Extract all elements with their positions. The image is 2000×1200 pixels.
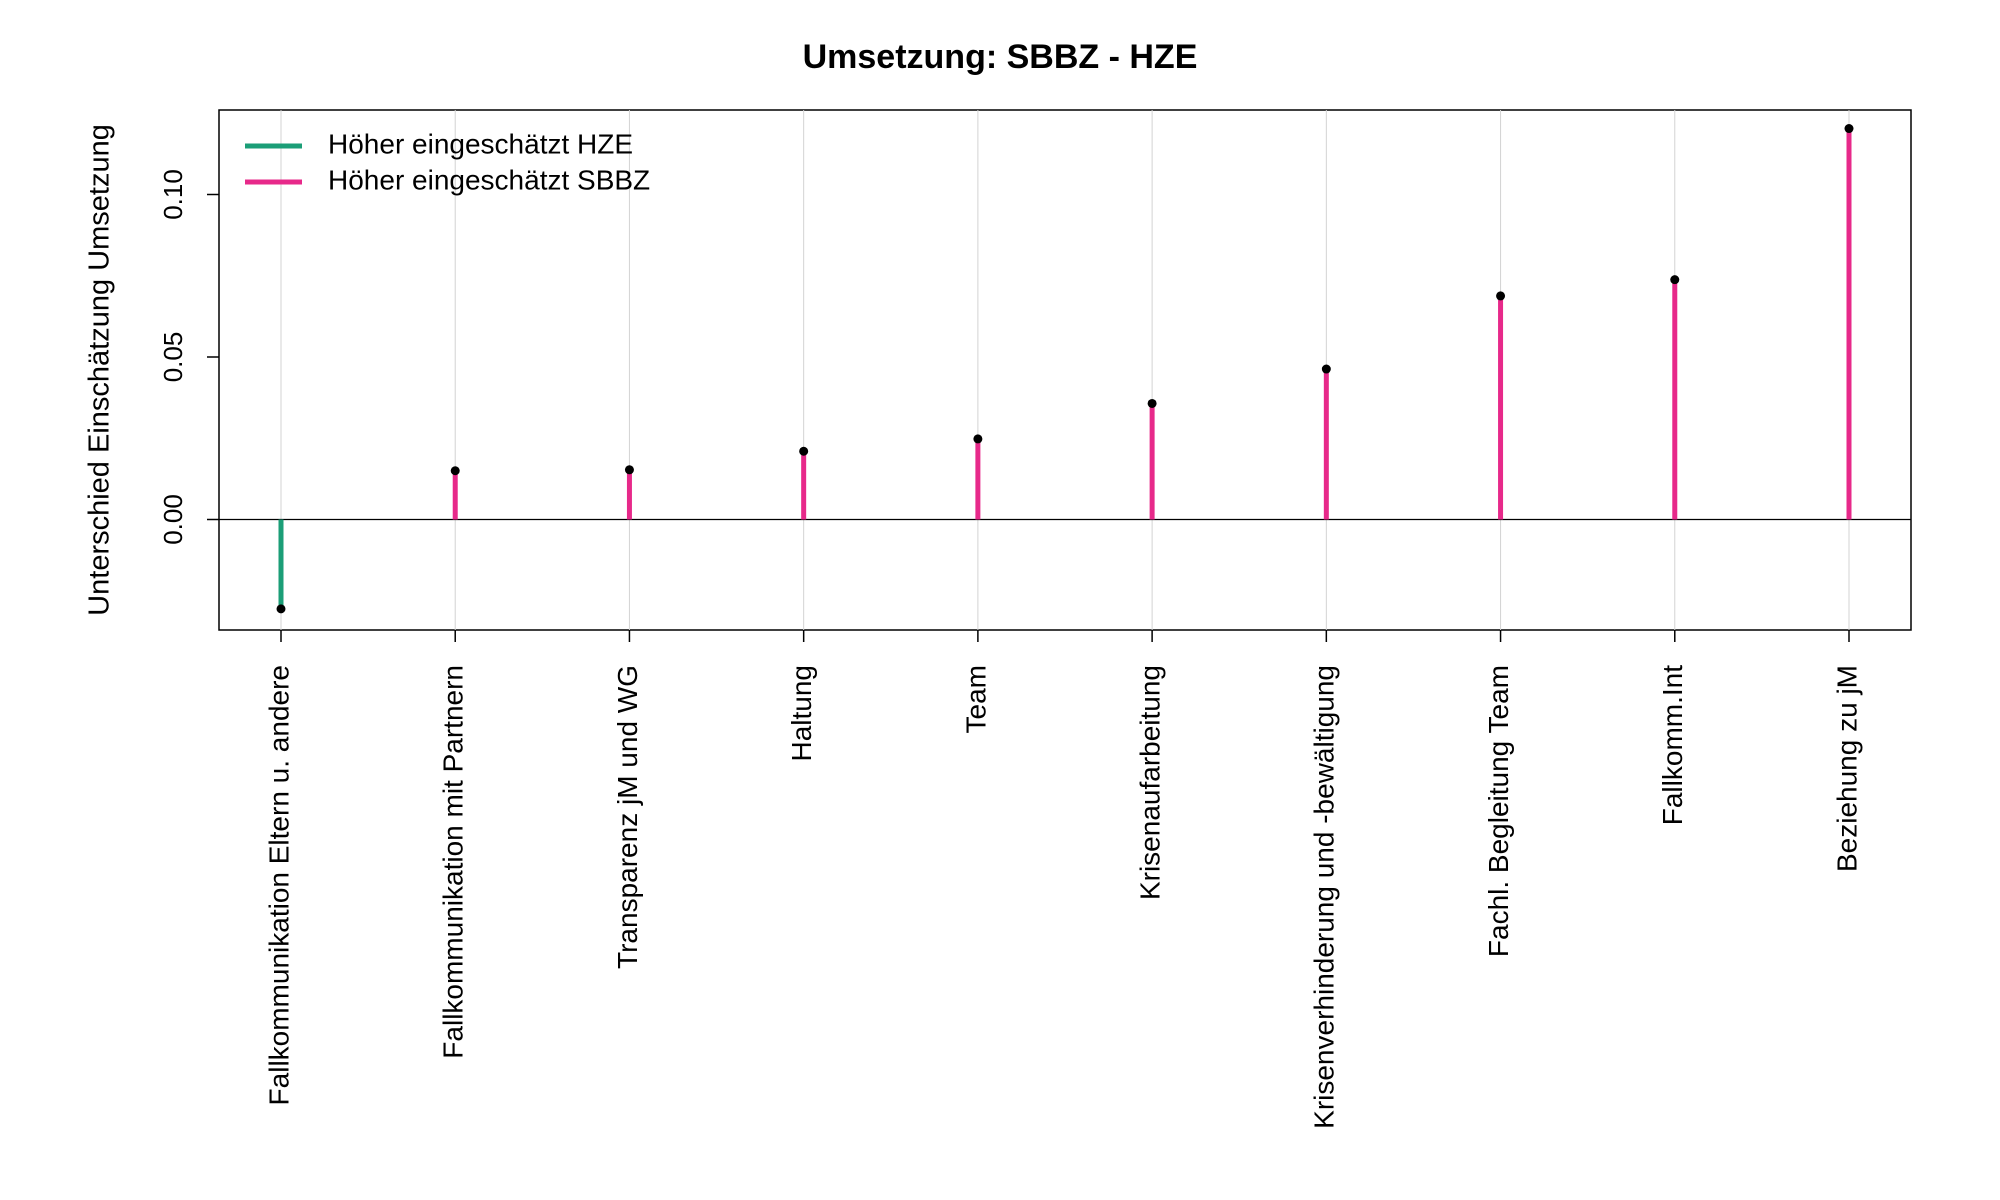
- chart-title: Umsetzung: SBBZ - HZE: [803, 38, 1198, 76]
- x-tick-label: Krisenverhinderung und -bewältigung: [1309, 665, 1340, 1129]
- point-7: [1321, 364, 1331, 374]
- legend: Höher eingeschätzt HZE Höher eingeschätzt…: [245, 128, 650, 195]
- x-tick-label: Krisenaufarbeitung: [1135, 665, 1166, 900]
- y-axis: 0.00 0.05 0.10: [158, 169, 219, 545]
- points: [276, 124, 1854, 614]
- point-1: [276, 604, 286, 614]
- point-3: [624, 465, 634, 475]
- y-tick-label: 0.10: [158, 169, 188, 220]
- y-axis-label: Unterschied Einschätzung Umsetzung: [84, 124, 116, 616]
- point-10: [1844, 124, 1854, 134]
- point-9: [1670, 275, 1680, 285]
- legend-label-1: Höher eingeschätzt HZE: [328, 128, 633, 159]
- point-8: [1496, 291, 1506, 301]
- x-tick-label: Team: [960, 665, 991, 733]
- x-tick-label: Fachl. Begleitung Team: [1483, 665, 1514, 957]
- legend-label-2: Höher eingeschätzt SBBZ: [328, 164, 650, 195]
- x-tick-label: Transparenz jM und WG: [612, 665, 643, 969]
- x-axis: Fallkommunikation Eltern u. andere Fallko…: [263, 630, 1862, 1129]
- x-tick-label: Beziehung zu jM: [1831, 665, 1862, 872]
- x-tick-label: Fallkommunikation mit Partnern: [438, 665, 469, 1059]
- point-2: [450, 466, 460, 476]
- point-5: [973, 434, 983, 444]
- y-tick-label: 0.05: [158, 332, 188, 383]
- point-4: [799, 446, 809, 456]
- x-tick-label: Fallkommunikation Eltern u. andere: [263, 665, 294, 1105]
- x-tick-label: Haltung: [786, 665, 817, 762]
- y-tick-label: 0.00: [158, 494, 188, 545]
- plot-frame: [218, 109, 1912, 631]
- x-tick-label: Fallkomm.Int: [1657, 665, 1688, 825]
- stems: [278, 128, 1852, 609]
- point-6: [1147, 398, 1157, 408]
